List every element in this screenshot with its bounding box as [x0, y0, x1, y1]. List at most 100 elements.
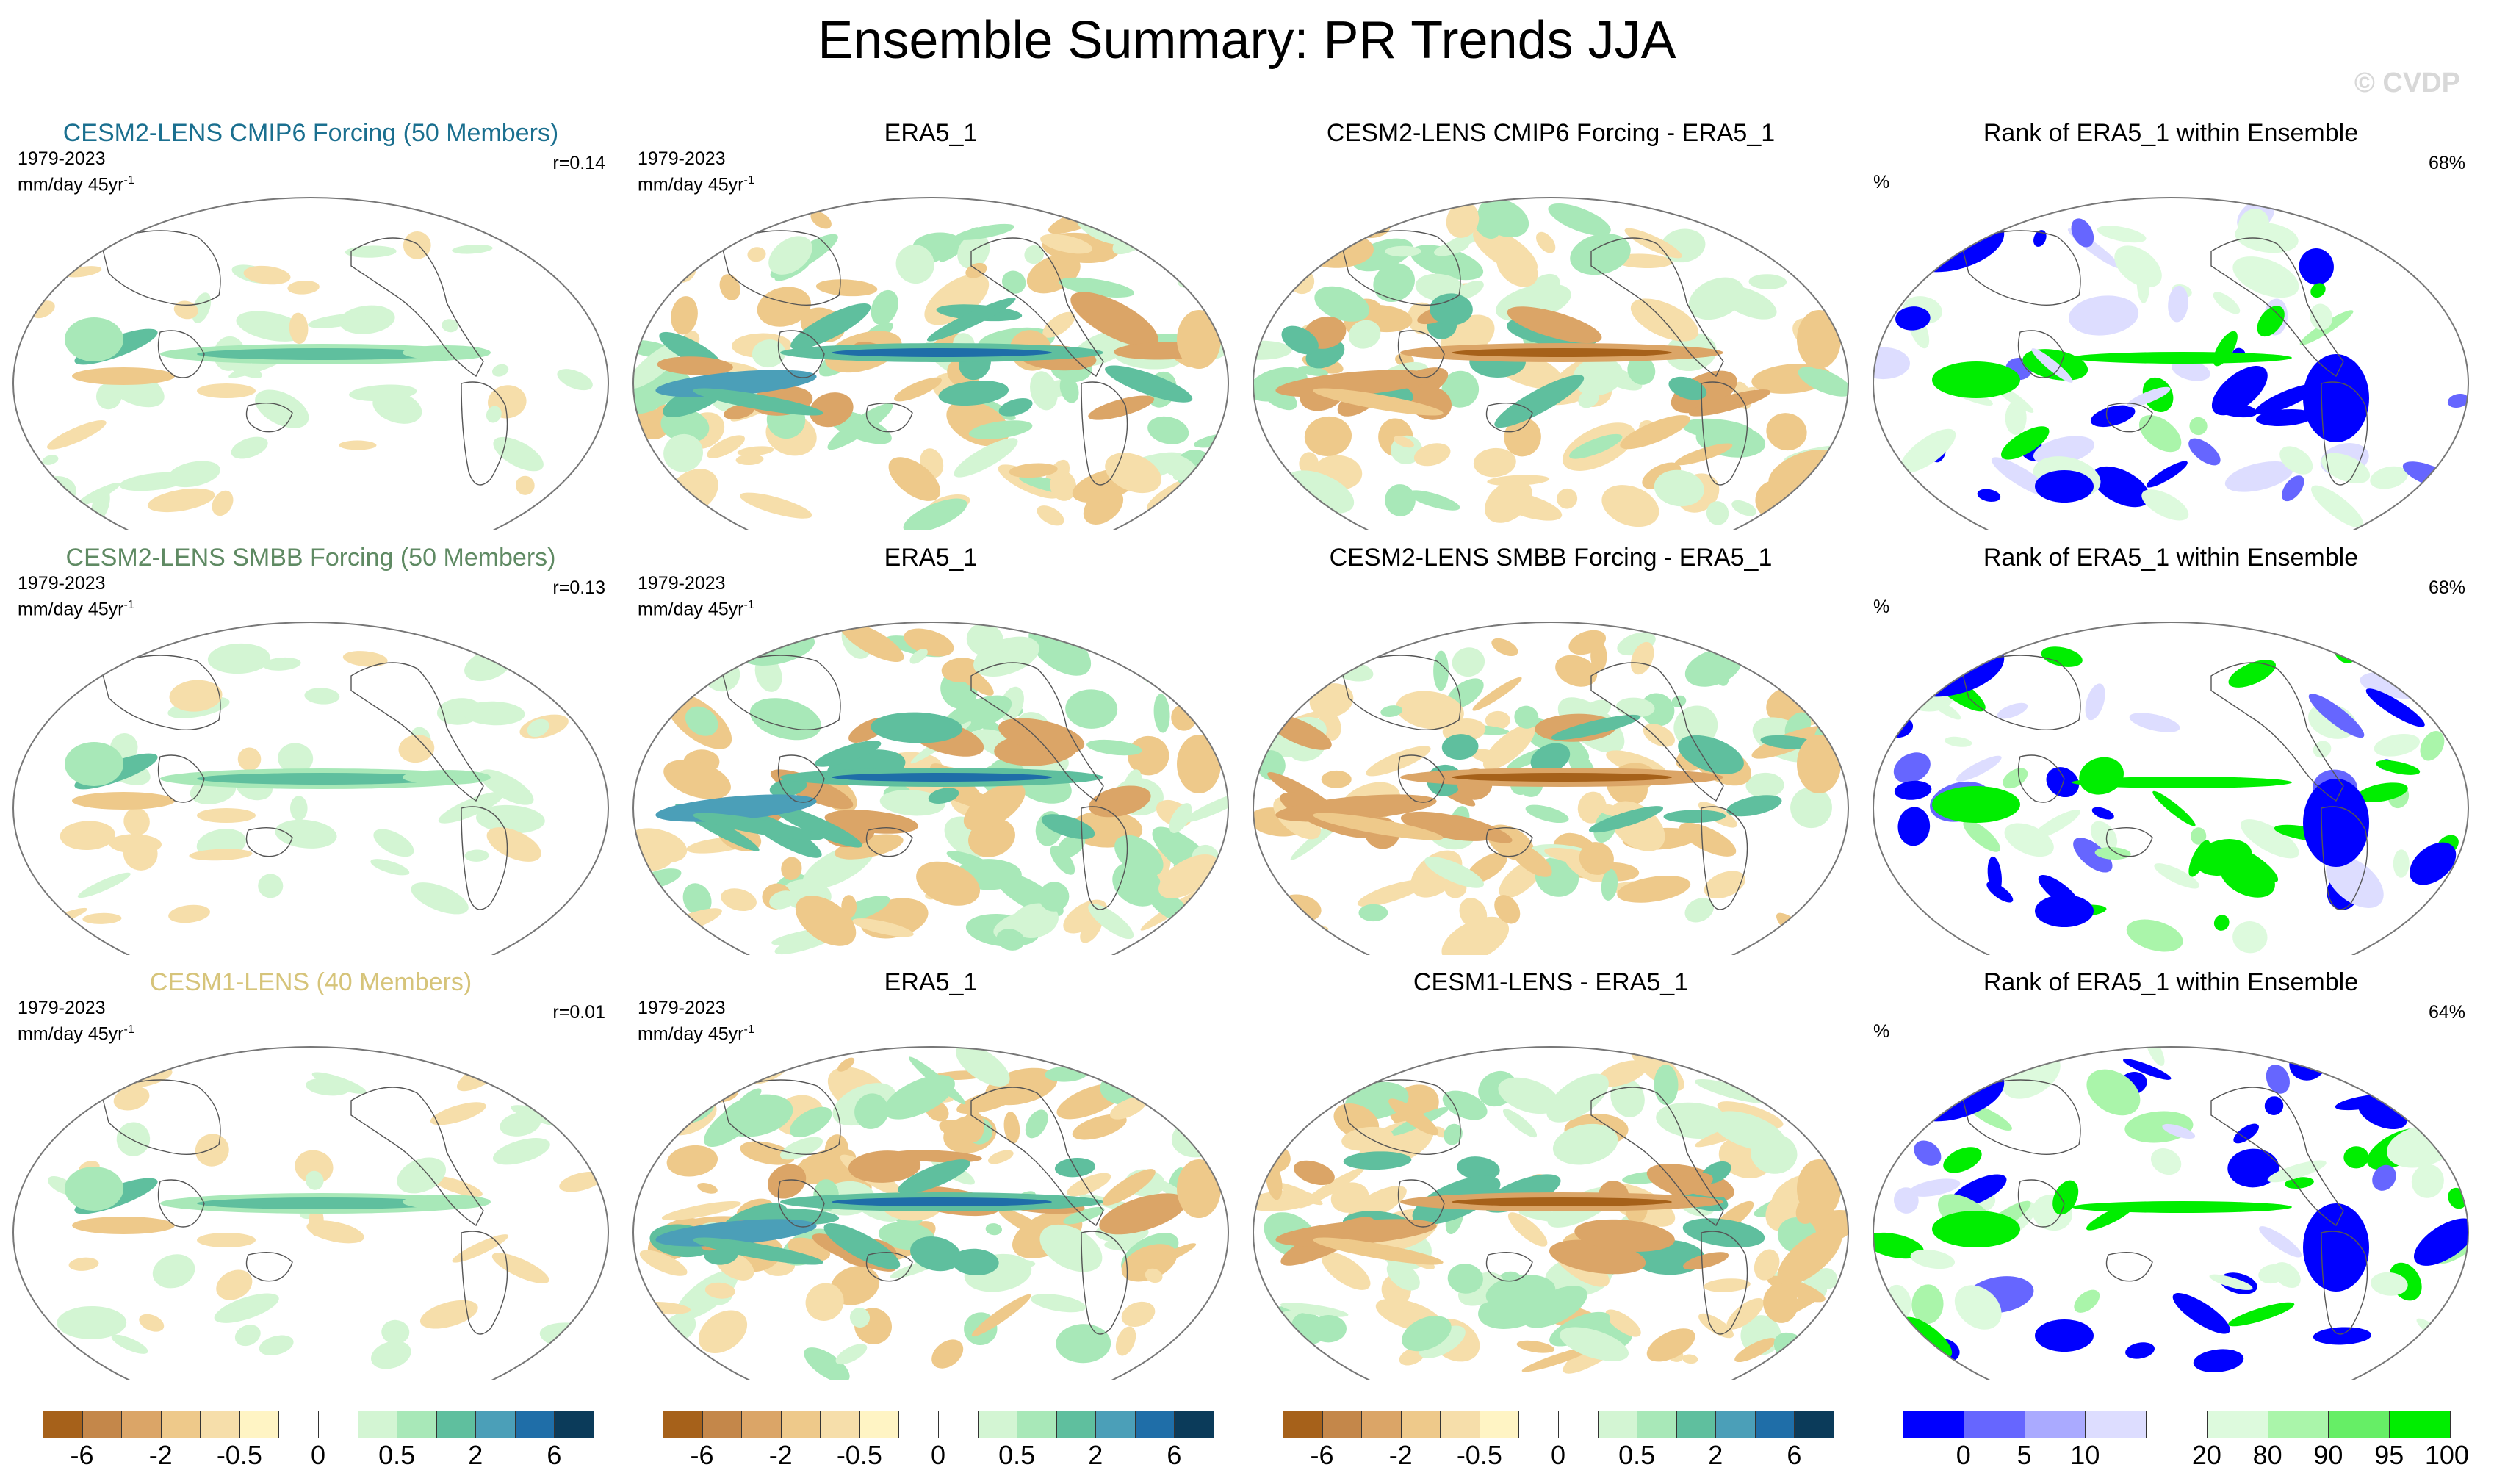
colorbar-tick-label: -0.5	[836, 1440, 882, 1470]
colorbar-tick-label: 6	[1167, 1440, 1182, 1470]
field-patch	[827, 403, 893, 450]
field-patch	[871, 289, 898, 325]
colorbar-swatch	[1095, 1411, 1136, 1438]
field-patch	[1009, 463, 1058, 478]
colorbar-swatch	[1597, 1411, 1638, 1438]
field-patch	[1394, 436, 1414, 448]
field-patch	[46, 420, 107, 450]
colorbar-swatch	[2206, 1411, 2268, 1438]
colorbar-swatch	[741, 1411, 782, 1438]
field-patch	[968, 420, 1033, 439]
field-patch	[65, 1167, 123, 1211]
field-patch	[1917, 622, 1945, 644]
coastline	[1081, 1231, 1128, 1335]
period-units-label: 1979-2023 mm/day 45yr-1	[18, 573, 134, 620]
field-patch	[941, 658, 982, 683]
field-patch	[1343, 1151, 1412, 1170]
field-patch	[663, 433, 704, 472]
field-patch	[1654, 1065, 1679, 1106]
field-patch	[1173, 648, 1206, 680]
colorbar-tick-label: 6	[1787, 1440, 1802, 1470]
field-patch	[1719, 285, 1777, 320]
field-patch	[1773, 206, 1809, 235]
field-patch	[1800, 662, 1848, 702]
field-patch	[1617, 876, 1691, 903]
field-patch	[207, 643, 270, 674]
colorbar-swatch	[977, 1411, 1018, 1438]
field-patch	[1070, 292, 1158, 347]
field-patch	[946, 851, 995, 872]
field-patch	[1452, 647, 1485, 677]
field-patch	[1158, 854, 1219, 898]
field-patch	[2266, 1064, 2290, 1094]
field-patch	[693, 388, 823, 416]
field-patch	[740, 492, 812, 519]
field-patch	[216, 1269, 253, 1300]
field-patch	[815, 279, 878, 297]
field-patch	[2445, 1327, 2468, 1363]
field-patch	[1385, 484, 1416, 516]
field-patch	[1037, 505, 1064, 526]
field-patch	[2259, 1226, 2302, 1258]
field-patch	[2310, 283, 2326, 298]
coastline	[350, 1087, 484, 1227]
field-patch	[168, 904, 210, 923]
coastline	[461, 381, 508, 486]
field-patch	[2310, 303, 2333, 331]
field-patch	[1121, 1244, 1178, 1282]
field-patch	[2321, 453, 2371, 483]
field-patch	[515, 475, 535, 495]
field-patch	[173, 300, 198, 320]
field-patch	[903, 498, 967, 530]
field-patch	[824, 810, 919, 834]
field-patch	[1588, 806, 1664, 833]
field-patch	[2299, 248, 2334, 285]
field-patch	[2370, 466, 2408, 489]
period-text: 1979-2023	[638, 998, 726, 1018]
field-patch	[1386, 1261, 1420, 1291]
field-patch	[1299, 452, 1319, 475]
field-patch	[1031, 1294, 1086, 1313]
field-patch	[1446, 202, 1480, 238]
coastline	[777, 754, 825, 803]
field-patch	[1256, 1343, 1316, 1369]
period-units-label: 1979-2023 mm/day 45yr-1	[18, 998, 134, 1045]
field-patch	[1796, 201, 1828, 228]
field-patch	[1131, 642, 1159, 672]
field-patch	[2188, 438, 2221, 466]
field-patch	[1530, 743, 1571, 774]
field-patch	[2097, 226, 2147, 243]
field-patch	[1748, 274, 1787, 289]
coastline	[970, 662, 1104, 802]
colorbar-tick-label: 0	[310, 1440, 326, 1470]
coastline	[1701, 806, 1748, 910]
field-patch	[2191, 827, 2207, 845]
field-patch	[809, 392, 854, 428]
field-patch	[1507, 1212, 1548, 1247]
coastline	[2017, 330, 2065, 378]
globe-outline	[1873, 197, 2469, 530]
field-patch	[704, 1282, 735, 1299]
field-patch	[1593, 803, 1628, 818]
field-patch	[1310, 1314, 1347, 1343]
field-patch	[1253, 1190, 1316, 1211]
field-patch	[1413, 443, 1451, 467]
field-patch	[2282, 475, 2304, 502]
field-patch	[1745, 772, 1784, 798]
field-patch	[810, 211, 832, 229]
field-patch	[1145, 1268, 1163, 1283]
field-patch	[1688, 389, 1771, 417]
field-patch	[682, 883, 712, 916]
colorbar-swatch	[1400, 1411, 1441, 1438]
map-panel-diff: CESM1-LENS - ERA5_1	[1246, 968, 1856, 1380]
field-patch	[1876, 1339, 1895, 1353]
field-patch	[2091, 807, 2114, 820]
field-patch	[72, 367, 175, 385]
field-patch	[42, 455, 59, 465]
field-patch	[72, 792, 175, 810]
field-patch	[1253, 269, 1291, 283]
field-patch	[1430, 293, 1473, 325]
field-patch	[1025, 1109, 1048, 1139]
colorbar-swatch	[1134, 1411, 1175, 1438]
field-patch	[2313, 741, 2332, 758]
